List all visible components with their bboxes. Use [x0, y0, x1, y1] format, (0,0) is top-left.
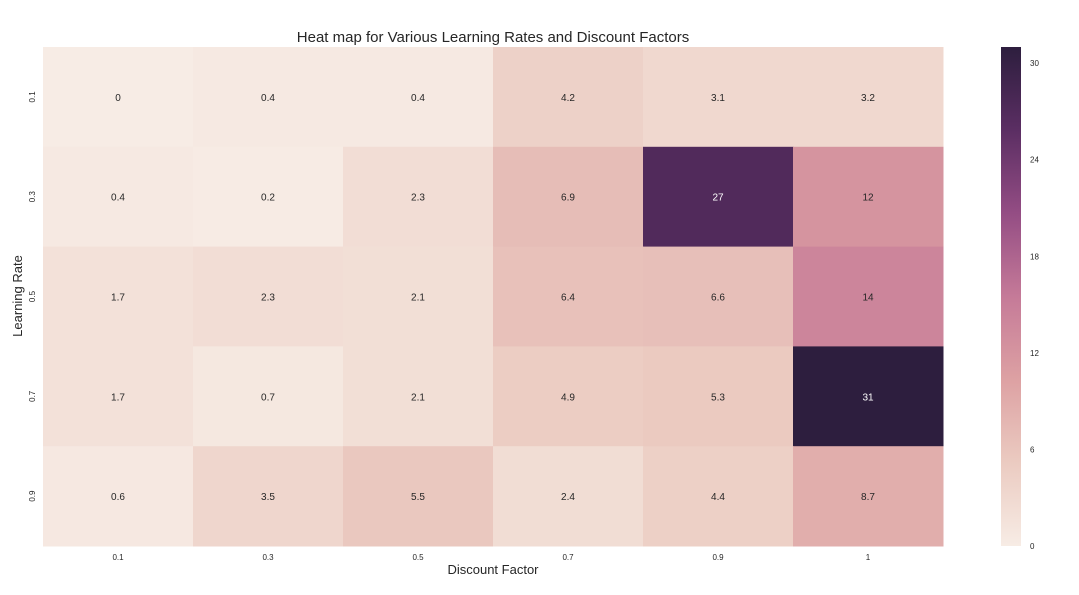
heatmap-cell: [193, 146, 344, 248]
heatmap-cells: 0 0.4 0.4 4.2 3.1 3.2 0.4 0.2 2.3 6.9 27 12 1.7 2.3 2.…: [43, 47, 944, 547]
x-tick-label: 0.7: [562, 553, 574, 562]
heatmap-cell: [643, 47, 794, 148]
cell-value-label: 2.4: [561, 492, 575, 503]
x-tick-label: 0.5: [412, 553, 424, 562]
cell-value-label: 0.4: [261, 93, 275, 104]
cell-value-label: 6.9: [561, 193, 575, 204]
colorbar: [1001, 47, 1021, 546]
y-tick-label: 0.9: [28, 490, 37, 502]
colorbar-tick-label: 24: [1030, 156, 1039, 165]
cell-value-label: 12: [862, 193, 874, 204]
heatmap-cell: [343, 47, 494, 148]
cell-value-label: 0.7: [261, 392, 275, 403]
heatmap-cell: [793, 146, 944, 248]
heatmap-cell: [43, 146, 194, 248]
y-axis-label: Learning Rate: [10, 255, 25, 337]
cell-value-label: 4.9: [561, 392, 575, 403]
cell-value-label: 2.1: [411, 392, 425, 403]
heatmap-cell: [493, 146, 644, 248]
cell-value-label: 2.3: [411, 193, 425, 204]
heatmap-cell: [793, 446, 944, 547]
cell-value-label: 6.4: [561, 293, 575, 304]
cell-value-label: 2.1: [411, 293, 425, 304]
cell-value-label: 0.4: [411, 93, 425, 104]
chart-title: Heat map for Various Learning Rates and …: [297, 29, 689, 46]
cell-value-label: 0.2: [261, 193, 275, 204]
cell-value-label: 0.6: [111, 492, 125, 503]
heatmap-cell: [193, 446, 344, 547]
cell-value-label: 8.7: [861, 492, 875, 503]
heatmap-cell: [493, 47, 644, 148]
heatmap-cell: [493, 446, 644, 547]
cell-value-label: 4.2: [561, 93, 575, 104]
cell-value-label: 14: [862, 293, 874, 304]
colorbar-tick-label: 12: [1030, 349, 1039, 358]
heatmap-cell: [643, 346, 794, 447]
x-axis-label: Discount Factor: [447, 562, 539, 577]
heatmap-cell: [193, 346, 344, 447]
x-tick-label: 0.9: [712, 553, 724, 562]
cell-value-label: 3.5: [261, 492, 275, 503]
colorbar-tick-label: 30: [1030, 59, 1039, 68]
x-tick-labels: 0.1 0.3 0.5 0.7 0.9 1: [112, 553, 870, 562]
cell-value-label: 2.3: [261, 293, 275, 304]
y-tick-label: 0.7: [28, 390, 37, 402]
cell-value-label: 6.6: [711, 293, 725, 304]
heatmap-cell: [193, 246, 344, 347]
cell-value-label: 3.1: [711, 93, 725, 104]
cell-value-label: 3.2: [861, 93, 875, 104]
heatmap-cell: [343, 246, 494, 347]
cell-value-label: 1.7: [111, 293, 125, 304]
heatmap-cell: [43, 246, 194, 347]
x-tick-label: 0.3: [262, 553, 274, 562]
heatmap-cell: [43, 47, 194, 148]
heatmap-cell: [343, 446, 494, 547]
heatmap-cell: [343, 146, 494, 248]
heatmap-cell: [343, 346, 494, 447]
colorbar-tick-label: 0: [1030, 542, 1035, 551]
cell-value-label: 31: [862, 392, 874, 403]
colorbar-tick-label: 6: [1030, 445, 1035, 454]
y-tick-labels: 0.1 0.3 0.5 0.7 0.9: [28, 91, 37, 502]
colorbar-tick-labels: 0 6 12 18 24 30: [1030, 59, 1039, 551]
y-tick-label: 0.5: [28, 290, 37, 302]
heatmap-cell: [43, 446, 194, 547]
heatmap-cell: [193, 47, 344, 148]
heatmap-cell: [793, 47, 944, 148]
cell-value-label: 0: [115, 93, 121, 104]
cell-value-label: 0.4: [111, 193, 125, 204]
heatmap-cell: [493, 346, 644, 447]
y-tick-label: 0.1: [28, 91, 37, 103]
heatmap-cell: [643, 246, 794, 347]
y-tick-label: 0.3: [28, 191, 37, 203]
colorbar-tick-label: 18: [1030, 252, 1039, 261]
x-tick-label: 0.1: [112, 553, 124, 562]
cell-value-label: 5.5: [411, 492, 425, 503]
heatmap-cell: [793, 346, 944, 447]
cell-value-label: 4.4: [711, 492, 725, 503]
cell-value-label: 27: [712, 193, 724, 204]
heatmap-cell: [43, 346, 194, 447]
heatmap-cell: [643, 146, 794, 248]
heatmap-cell: [643, 446, 794, 547]
cell-value-label: 5.3: [711, 392, 725, 403]
x-tick-label: 1: [866, 553, 871, 562]
cell-value-label: 1.7: [111, 392, 125, 403]
heatmap-cell: [493, 246, 644, 347]
heatmap-cell: [793, 246, 944, 347]
